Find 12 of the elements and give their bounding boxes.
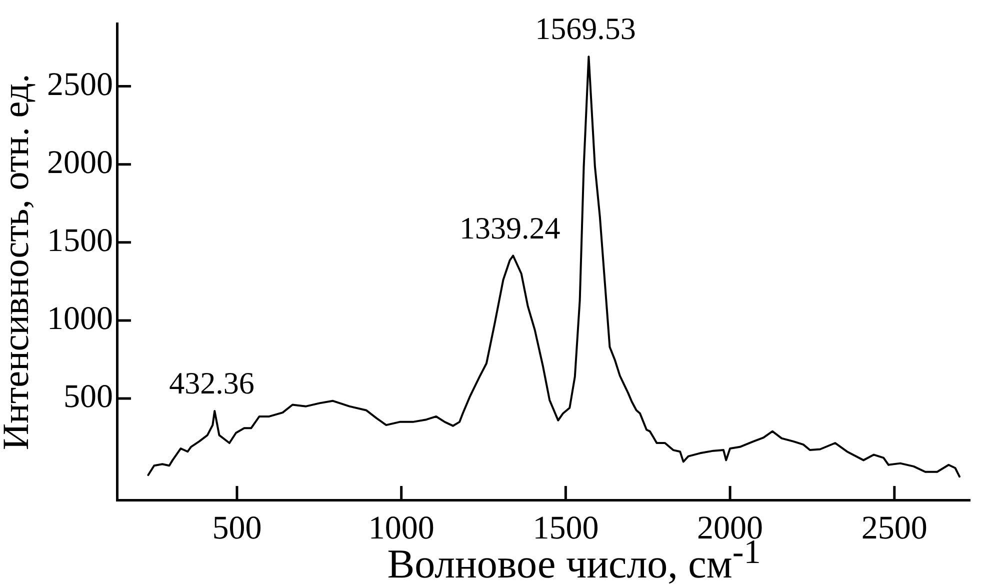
y-tick-label: 500	[64, 379, 113, 416]
x-tick-label: 2500	[861, 510, 928, 546]
x-tick-label: 1500	[532, 510, 599, 546]
y-tick-label: 2500	[47, 66, 113, 103]
annotation: 1339.24	[459, 210, 561, 246]
annotation: 1569.53	[535, 11, 636, 46]
y-tick-label: 1500	[47, 223, 113, 260]
annotation: 432.36	[169, 366, 254, 401]
y-tick-label: 2000	[47, 144, 113, 181]
y-axis-title: Интенсивность, отн. ед.	[0, 74, 38, 450]
y-tick-label: 1000	[47, 301, 113, 338]
x-tick-label: 500	[212, 510, 262, 546]
